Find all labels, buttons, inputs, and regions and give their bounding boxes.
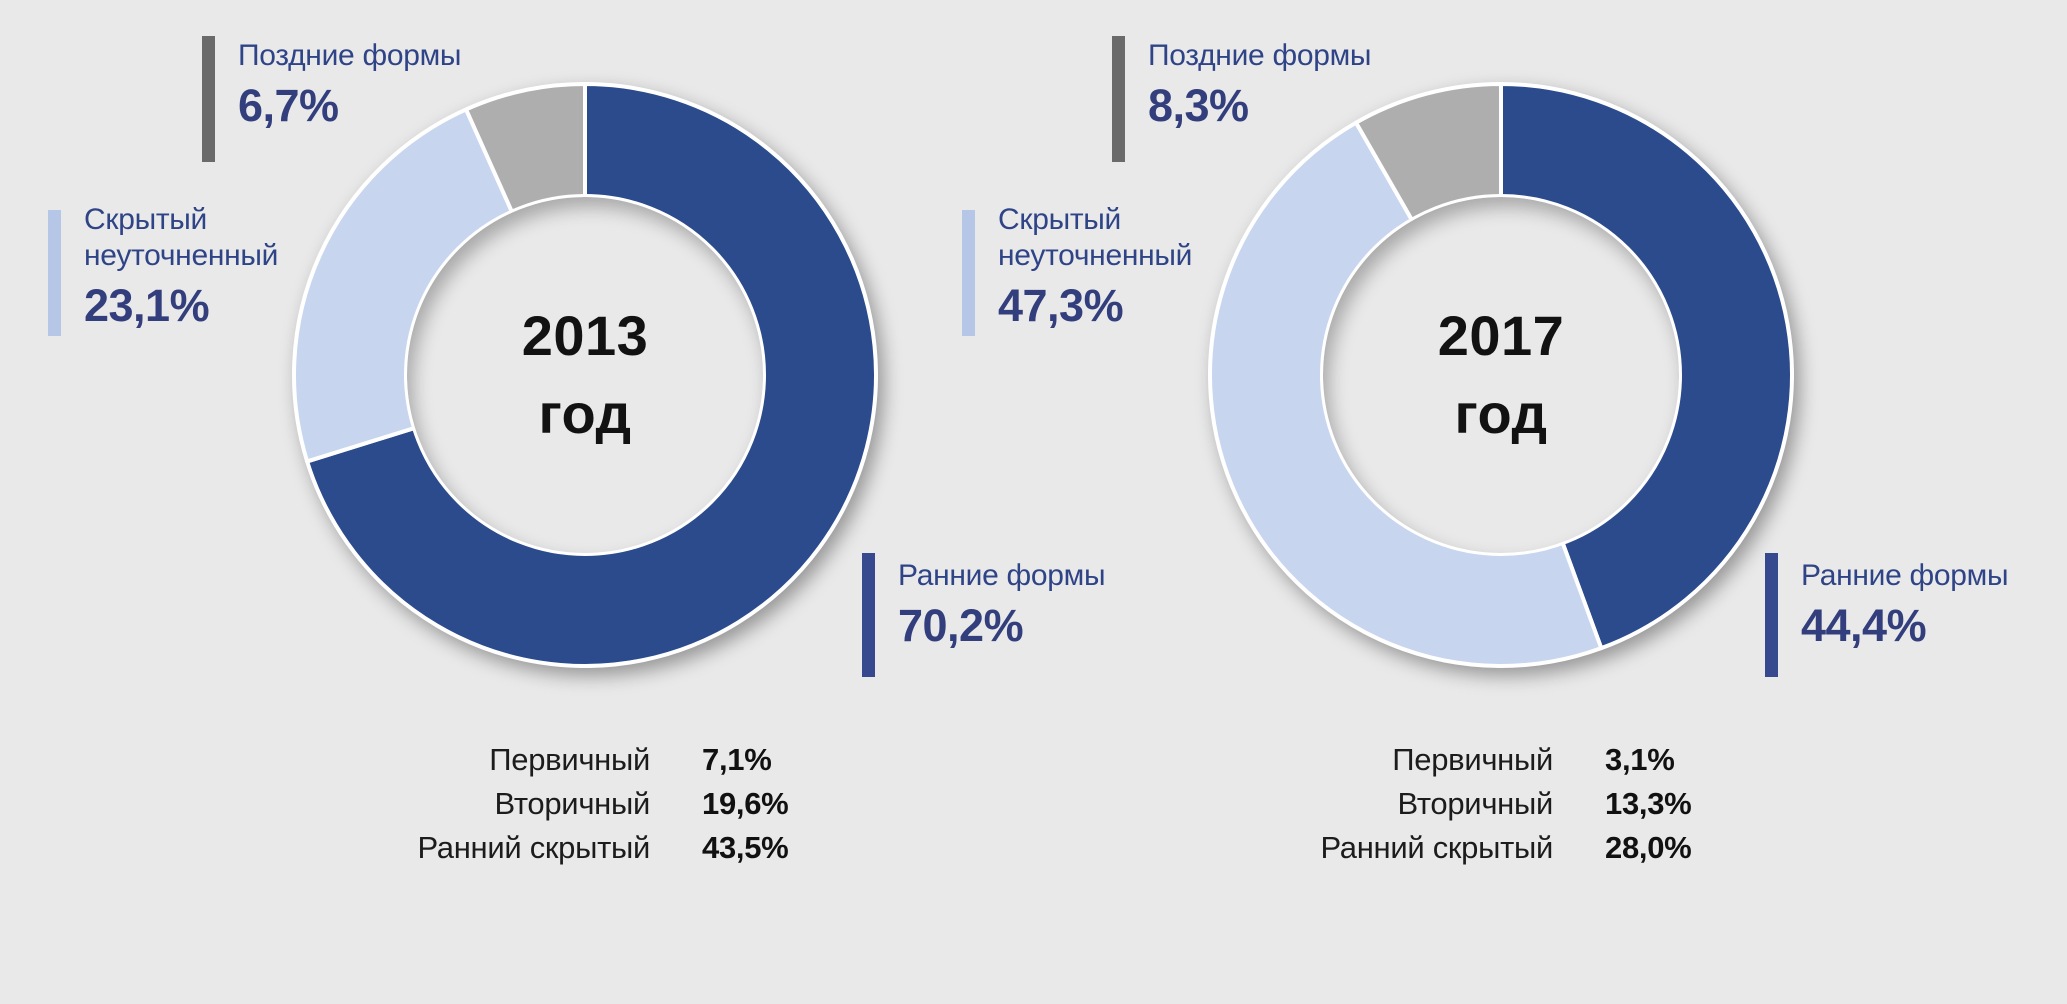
legend-value: 3,1% bbox=[1605, 742, 1675, 777]
callout-marker-bar bbox=[962, 210, 975, 336]
legend-row: Вторичный 19,6% bbox=[380, 782, 789, 826]
legend-label: Первичный bbox=[489, 742, 650, 777]
legend-value: 13,3% bbox=[1605, 786, 1692, 821]
donut-chart-2017: 2017 год bbox=[1206, 80, 1796, 670]
breakdown-legend-2017: Первичный 3,1% Вторичный 13,3% Ранний ск… bbox=[1283, 738, 1691, 870]
callout-label: Ранние формы bbox=[1801, 559, 2009, 592]
callout-marker-bar bbox=[1112, 36, 1125, 162]
legend-label: Первичный bbox=[1392, 742, 1553, 777]
callout-early-forms-2017: Ранние формы 44,4% bbox=[1765, 553, 2009, 677]
callout-label: Скрытый неуточненный bbox=[998, 203, 1193, 272]
callout-value: 70,2% bbox=[898, 600, 1024, 651]
legend-value: 28,0% bbox=[1605, 830, 1692, 865]
callout-early-forms-2013: Ранние формы 70,2% bbox=[862, 553, 1106, 677]
callout-value: 44,4% bbox=[1801, 600, 1927, 651]
callout-value: 47,3% bbox=[998, 280, 1124, 331]
donut-chart-2013: 2013 год bbox=[290, 80, 880, 670]
callout-value: 6,7% bbox=[238, 80, 339, 131]
callout-marker-bar bbox=[202, 36, 215, 162]
callout-hidden-unspecified-2017: Скрытый неуточненный 47,3% bbox=[962, 203, 1216, 336]
callout-label: Ранние формы bbox=[898, 559, 1106, 592]
callout-label: Поздние формы bbox=[238, 39, 462, 72]
legend-label: Вторичный bbox=[1397, 786, 1554, 821]
callout-late-forms-2013: Поздние формы 6,7% bbox=[202, 36, 462, 162]
legend-row: Ранний скрытый 43,5% bbox=[380, 826, 788, 870]
callout-label: Поздние формы bbox=[1148, 39, 1372, 72]
legend-row: Ранний скрытый 28,0% bbox=[1283, 826, 1691, 870]
legend-label: Ранний скрытый bbox=[417, 830, 650, 865]
legend-label: Вторичный bbox=[494, 786, 651, 821]
legend-row: Первичный 7,1% bbox=[380, 738, 788, 782]
callout-marker-bar bbox=[862, 553, 875, 677]
callout-label: Скрытый неуточненный bbox=[84, 203, 279, 272]
callout-value: 23,1% bbox=[84, 280, 210, 331]
callout-late-forms-2017: Поздние формы 8,3% bbox=[1112, 36, 1372, 162]
callout-value: 8,3% bbox=[1148, 80, 1249, 131]
callout-hidden-unspecified-2013: Скрытый неуточненный 23,1% bbox=[48, 203, 302, 336]
legend-value: 43,5% bbox=[702, 830, 789, 865]
center-year-word: год bbox=[1454, 382, 1548, 445]
callout-marker-bar bbox=[1765, 553, 1778, 677]
legend-row: Первичный 3,1% bbox=[1283, 738, 1691, 782]
legend-value: 7,1% bbox=[702, 742, 772, 777]
donut-center-2013: 2013 год bbox=[404, 194, 766, 556]
legend-value: 19,6% bbox=[702, 786, 789, 821]
donut-center-2017: 2017 год bbox=[1320, 194, 1682, 556]
callout-marker-bar bbox=[48, 210, 61, 336]
center-year-word: год bbox=[538, 382, 632, 445]
breakdown-legend-2013: Первичный 7,1% Вторичный 19,6% Ранний ск… bbox=[380, 738, 788, 870]
legend-label: Ранний скрытый bbox=[1320, 830, 1553, 865]
center-year-label: 2013 bbox=[521, 304, 649, 367]
center-year-label: 2017 bbox=[1437, 304, 1565, 367]
legend-row: Вторичный 13,3% bbox=[1283, 782, 1692, 826]
